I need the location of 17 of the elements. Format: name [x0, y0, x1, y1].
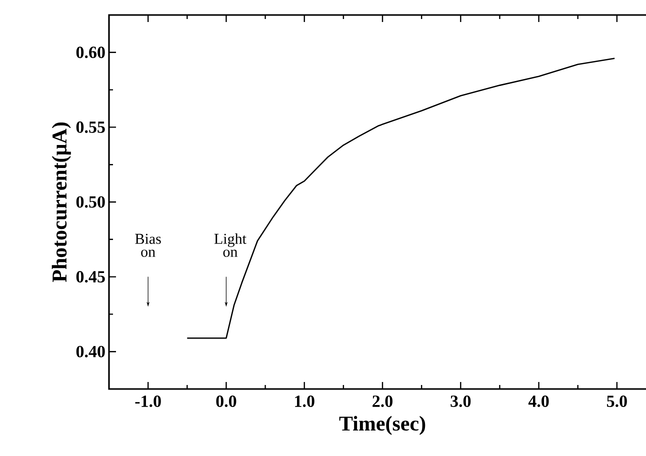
- x-tick-label: 0.0: [216, 396, 236, 408]
- y-axis-title: Photocurrent(μA): [52, 122, 71, 282]
- x-tick-label: 4.0: [528, 396, 549, 408]
- x-tick-label: 5.0: [606, 396, 627, 408]
- y-tick-label: 0.45: [76, 271, 105, 283]
- y-tick-label: 0.55: [76, 121, 105, 133]
- x-tick-label: 2.0: [372, 396, 392, 408]
- x-tick-label: 3.0: [450, 396, 471, 408]
- annotation: Bias on: [135, 234, 161, 257]
- y-tick-label: 0.40: [76, 346, 105, 358]
- x-axis-title: Time(sec): [339, 416, 426, 435]
- x-tick-label: 1.0: [295, 396, 314, 408]
- y-tick-label: 0.60: [76, 46, 105, 58]
- x-tick-label: -1.0: [135, 396, 161, 408]
- annotation: Light on: [214, 233, 246, 257]
- line-series: [186, 58, 616, 339]
- y-tick-label: 0.50: [76, 196, 105, 208]
